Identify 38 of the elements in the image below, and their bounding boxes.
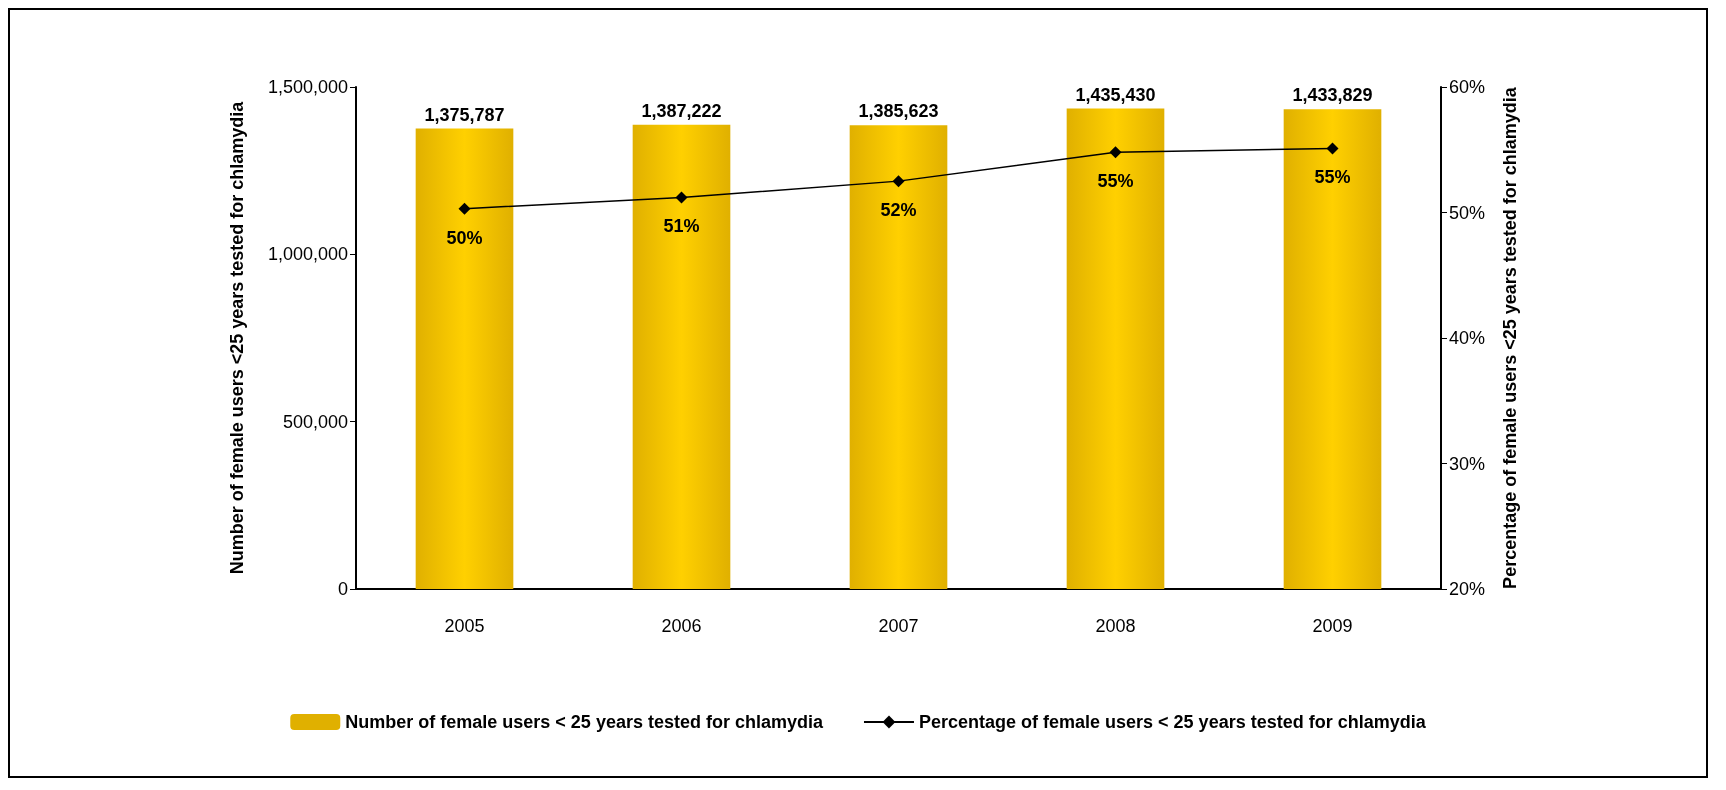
point	[458, 202, 471, 215]
y2-tick-label: 40%	[1449, 328, 1486, 348]
x-tick-label: 2006	[661, 616, 702, 636]
bar	[849, 125, 948, 589]
x-tick-label: 2009	[1312, 616, 1353, 636]
data-label: 1,387,222	[641, 100, 722, 121]
data-label: 50%	[446, 227, 483, 248]
x-tick-label: 2008	[1095, 616, 1136, 636]
data-label: 1,435,430	[1075, 84, 1156, 105]
bar	[1066, 108, 1165, 589]
point	[675, 191, 688, 204]
point	[1326, 142, 1339, 155]
x-tick-label: 2007	[878, 616, 919, 636]
y2-tick-label: 20%	[1449, 579, 1486, 599]
data-label: 55%	[1097, 171, 1134, 192]
bar	[415, 128, 514, 589]
data-label: 52%	[880, 200, 917, 221]
x-tick-label: 2005	[444, 616, 485, 636]
data-label: 51%	[663, 216, 700, 237]
y-tick-label: 0	[337, 579, 348, 599]
y-axis-title: Number of female users <25 years tested for chlamydia	[227, 100, 247, 575]
data-label: 1,385,623	[858, 101, 939, 122]
point	[892, 175, 905, 188]
y2-tick-label: 30%	[1449, 453, 1486, 474]
legend-label: Percentage of female users < 25 years tested for chlamydia	[918, 712, 1427, 732]
data-label: 1,433,829	[1292, 85, 1373, 106]
y2-axis-title: Percentage of female users <25 years tested for chlamydia	[1500, 86, 1520, 589]
y2-tick-label: 50%	[1449, 202, 1486, 223]
y2-tick-label: 60%	[1449, 77, 1486, 97]
bar	[632, 124, 731, 589]
bar	[1283, 109, 1382, 589]
y-tick-label: 1,000,000	[267, 244, 348, 265]
data-label: 55%	[1314, 167, 1351, 188]
legend-label: Number of female users < 25 years tested for chlamydia	[345, 712, 824, 732]
point	[1109, 146, 1122, 159]
y-tick-label: 1,500,000	[267, 77, 348, 97]
data-label: 1,375,787	[424, 104, 505, 125]
y-tick-label: 500,000	[282, 411, 348, 432]
